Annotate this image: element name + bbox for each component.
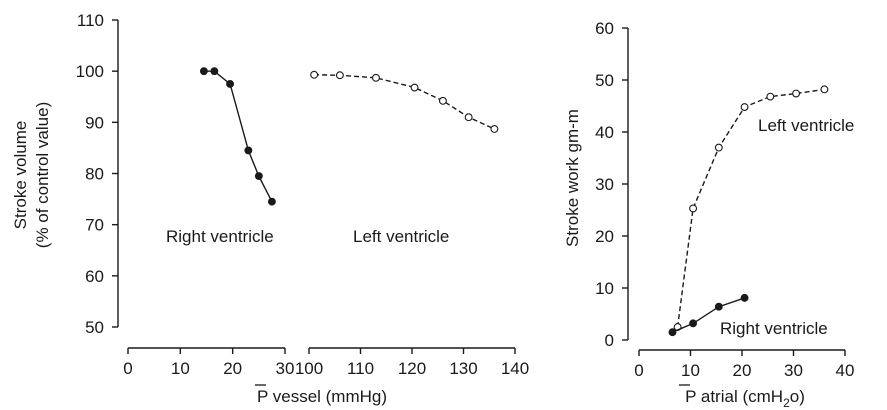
left-x-tick-label: 10 bbox=[171, 359, 190, 378]
right-ventricle-label-left-chart: Right ventricle bbox=[166, 227, 274, 246]
left-right-ventricle-point bbox=[254, 172, 263, 181]
right-left-ventricle-point bbox=[689, 204, 698, 213]
right-x-tick-label: 0 bbox=[634, 361, 643, 380]
left-x-tick-label: 20 bbox=[223, 359, 242, 378]
right-x-label-rest-a: atrial (cmH bbox=[696, 387, 783, 406]
left-left-ventricle-point bbox=[438, 96, 447, 105]
left-x-label-p: P bbox=[257, 387, 268, 406]
left-right-ventricle-point bbox=[244, 146, 253, 155]
left-x-tick-label: 30 bbox=[276, 359, 295, 378]
right-series bbox=[668, 85, 829, 337]
right-x-label-sub: 2 bbox=[783, 396, 790, 410]
right-right-ventricle-point bbox=[740, 293, 749, 302]
right-x-ticks: 0 10 20 30 40 bbox=[634, 350, 854, 380]
right-x-axis-group: 0 10 20 30 40 P atrial (cmH2o) bbox=[634, 349, 854, 410]
left-right-ventricle-point bbox=[226, 80, 235, 88]
left-x-tick-label: 110 bbox=[347, 359, 374, 378]
left-series bbox=[199, 67, 499, 206]
left-y-tick-label: 100 bbox=[76, 62, 104, 81]
right-left-ventricle-point bbox=[714, 143, 723, 152]
left-y-tick-label: 90 bbox=[85, 113, 104, 132]
right-x-tick-label: 20 bbox=[733, 361, 752, 380]
right-y-tick-label: 50 bbox=[595, 71, 614, 90]
right-y-tick-label: 40 bbox=[595, 123, 614, 142]
left-x-ticks: 0 10 20 30 100 110 120 130 140 bbox=[123, 348, 529, 378]
left-right-ventricle-line bbox=[203, 70, 273, 202]
left-x-tick-label: 140 bbox=[501, 359, 529, 378]
left-ventricle-label-left-chart: Left ventricle bbox=[353, 227, 449, 246]
left-right-ventricle-point bbox=[199, 67, 208, 76]
right-y-ticks: 0 10 20 30 40 50 60 bbox=[595, 19, 628, 350]
svg-text:P atrial (cmH2o): P atrial (cmH2o) bbox=[685, 387, 805, 410]
left-x-tick-label: 100 bbox=[295, 359, 323, 378]
left-y-tick-label: 50 bbox=[85, 318, 104, 337]
left-left-ventricle-point bbox=[310, 70, 319, 79]
left-right-ventricle-point bbox=[210, 67, 219, 76]
right-y-axis-group: 0 10 20 30 40 50 60 Stroke work gm-m bbox=[563, 19, 629, 350]
right-right-ventricle-point bbox=[668, 328, 677, 337]
left-ventricle-label-right-chart: Left ventricle bbox=[758, 116, 854, 135]
left-y-tick-label: 80 bbox=[85, 165, 104, 184]
right-x-label-rest-b: o) bbox=[790, 387, 805, 406]
right-right-ventricle-point bbox=[689, 319, 698, 328]
right-y-tick-label: 10 bbox=[595, 279, 614, 298]
right-y-tick-label: 60 bbox=[595, 19, 614, 38]
stroke-work-chart: 0 10 20 30 40 50 60 Stroke work gm-m 0 10 20 30 40… bbox=[563, 19, 854, 410]
left-right-ventricle-point bbox=[267, 197, 276, 206]
right-x-tick-label: 10 bbox=[681, 361, 700, 380]
right-y-tick-label: 0 bbox=[605, 331, 614, 350]
right-x-tick-label: 30 bbox=[784, 361, 803, 380]
left-left-ventricle-point bbox=[372, 73, 380, 82]
svg-text:P vessel (mmHg): P vessel (mmHg) bbox=[257, 387, 387, 406]
left-x-axis-group: 0 10 20 30 100 110 120 130 140 P vessel (mmHg) bbox=[123, 347, 529, 406]
left-left-ventricle-point bbox=[490, 125, 499, 133]
right-right-ventricle-point bbox=[714, 302, 723, 311]
right-left-ventricle-point bbox=[820, 85, 829, 94]
left-x-tick-label: 130 bbox=[449, 359, 477, 378]
right-y-tick-label: 20 bbox=[595, 227, 614, 246]
right-left-ventricle-point bbox=[766, 92, 775, 101]
left-left-ventricle-point bbox=[410, 83, 419, 92]
left-y-tick-label: 110 bbox=[77, 11, 104, 30]
left-x-tick-label: 0 bbox=[123, 359, 132, 378]
right-right-ventricle-line bbox=[672, 297, 745, 333]
left-left-ventricle-point bbox=[335, 71, 344, 80]
right-left-ventricle-point bbox=[792, 89, 801, 98]
left-x-label: P vessel (mmHg) bbox=[255, 384, 387, 406]
left-y-ticks: 50 60 70 80 90 100 110 bbox=[76, 11, 118, 337]
right-x-tick-label: 40 bbox=[836, 361, 855, 380]
left-x-tick-label: 120 bbox=[398, 359, 426, 378]
left-y-tick-label: 60 bbox=[85, 267, 104, 286]
left-y-axis-group: 50 60 70 80 90 100 110 Stroke volume (% of con… bbox=[11, 11, 119, 337]
left-y-tick-label: 70 bbox=[85, 216, 104, 235]
left-y-label-line1: Stroke volume bbox=[11, 121, 30, 230]
right-x-label: P atrial (cmH2o) bbox=[679, 384, 805, 410]
right-y-label: Stroke work gm-m bbox=[563, 109, 582, 247]
right-y-tick-label: 30 bbox=[595, 175, 614, 194]
right-left-ventricle-point bbox=[740, 103, 749, 111]
left-y-label-line2: (% of control value) bbox=[33, 102, 52, 248]
right-x-label-p: P bbox=[685, 387, 696, 406]
left-left-ventricle-point bbox=[464, 113, 473, 122]
right-ventricle-label-right-chart: Right ventricle bbox=[720, 319, 828, 338]
left-x-label-rest: vessel (mmHg) bbox=[268, 387, 387, 406]
